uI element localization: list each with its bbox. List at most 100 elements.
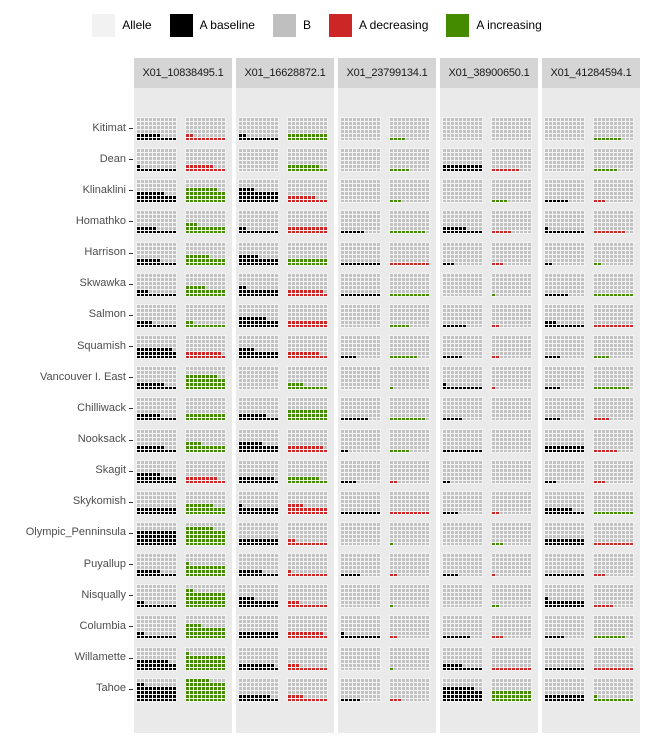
waffle-cell <box>186 227 189 231</box>
waffle-cell <box>255 449 258 452</box>
waffle-cell <box>190 418 193 421</box>
waffle-cell <box>214 597 217 601</box>
waffle-cell <box>373 161 376 165</box>
waffle-cell <box>271 161 274 165</box>
waffle-cell <box>206 169 209 172</box>
waffle-cell <box>194 476 197 480</box>
waffle-cell <box>145 122 148 125</box>
waffle-pair <box>340 117 430 141</box>
waffle-cell <box>186 126 189 129</box>
waffle-cell <box>194 593 197 597</box>
waffle-cell <box>141 491 144 495</box>
waffle-cell <box>186 429 189 433</box>
waffle-cell <box>169 285 172 289</box>
waffle-cell <box>255 320 258 324</box>
waffle-cell <box>422 149 425 153</box>
waffle-cell <box>271 273 274 277</box>
waffle-cell <box>353 169 356 172</box>
waffle-cell <box>243 491 246 495</box>
waffle-cell <box>149 371 152 375</box>
waffle-cell <box>320 589 323 593</box>
waffle-cell <box>353 157 356 161</box>
waffle-cell <box>275 262 278 265</box>
waffle-cell <box>214 437 217 441</box>
waffle-cell <box>288 570 291 574</box>
waffle-cell <box>369 138 372 140</box>
waffle-cell <box>173 647 176 651</box>
waffle-cell <box>312 188 315 192</box>
waffle-cell <box>341 122 344 125</box>
waffle-cell <box>222 655 225 659</box>
waffle-cell <box>300 437 303 441</box>
waffle-cell <box>157 522 160 526</box>
waffle-cell <box>243 223 246 227</box>
waffle-cell <box>410 165 413 169</box>
waffle-cell <box>239 690 242 694</box>
waffle-cell <box>296 449 299 452</box>
waffle-cell <box>137 371 140 375</box>
waffle-cell <box>153 690 156 694</box>
change-waffle <box>287 553 328 578</box>
waffle-cell <box>239 441 242 445</box>
waffle-cell <box>271 188 274 192</box>
waffle-cell <box>161 126 164 129</box>
waffle-cell <box>324 277 327 281</box>
waffle-cell <box>414 118 417 121</box>
waffle-cell <box>418 130 421 133</box>
waffle-cell <box>214 585 217 589</box>
waffle-cell <box>218 402 221 406</box>
waffle-cell <box>239 522 242 526</box>
waffle-cell <box>398 157 401 161</box>
waffle-cell <box>222 593 225 597</box>
waffle-cell <box>206 682 209 686</box>
waffle-cell <box>149 242 152 246</box>
waffle-cell <box>353 153 356 157</box>
row-label-dean: Dean <box>99 152 126 165</box>
waffle-cell <box>292 678 295 682</box>
waffle-cell <box>247 585 250 589</box>
waffle-cell <box>141 667 144 670</box>
waffle-cell <box>312 511 315 514</box>
waffle-cell <box>202 507 205 511</box>
waffle-cell <box>263 433 266 437</box>
baseline-waffle <box>136 272 177 297</box>
waffle-cell <box>186 281 189 285</box>
waffle-cell <box>194 636 197 639</box>
waffle-cell <box>198 406 201 410</box>
waffle-cell <box>377 149 380 153</box>
waffle-cell <box>271 624 274 628</box>
waffle-cell <box>169 219 172 223</box>
waffle-cell <box>271 491 274 495</box>
waffle-cell <box>206 570 209 574</box>
waffle-cell <box>190 285 193 289</box>
waffle-cell <box>145 558 148 562</box>
waffle-cell <box>316 402 319 406</box>
waffle-cell <box>255 293 258 296</box>
waffle-cell <box>324 647 327 651</box>
waffle-cell <box>206 495 209 499</box>
waffle-cell <box>218 348 221 352</box>
waffle-cell <box>304 616 307 620</box>
waffle-cell <box>173 585 176 589</box>
waffle-cell <box>141 570 144 574</box>
baseline-waffle <box>136 148 177 173</box>
waffle-cell <box>243 227 246 231</box>
waffle-cell <box>165 356 168 359</box>
waffle-cell <box>222 138 225 140</box>
waffle-cell <box>239 161 242 165</box>
waffle-cell <box>243 605 246 608</box>
waffle-cell <box>324 593 327 597</box>
waffle-cell <box>161 597 164 601</box>
waffle-cell <box>320 678 323 682</box>
waffle-cell <box>259 250 262 254</box>
waffle-cell <box>247 188 250 192</box>
axis-tick <box>129 532 133 534</box>
waffle-cell <box>157 200 160 203</box>
waffle-cell <box>426 126 429 129</box>
waffle-cell <box>304 246 307 250</box>
waffle-cell <box>194 126 197 129</box>
waffle-cell <box>275 180 278 184</box>
waffle-cell <box>190 406 193 410</box>
waffle-cell <box>210 566 213 570</box>
waffle-cell <box>316 574 319 577</box>
